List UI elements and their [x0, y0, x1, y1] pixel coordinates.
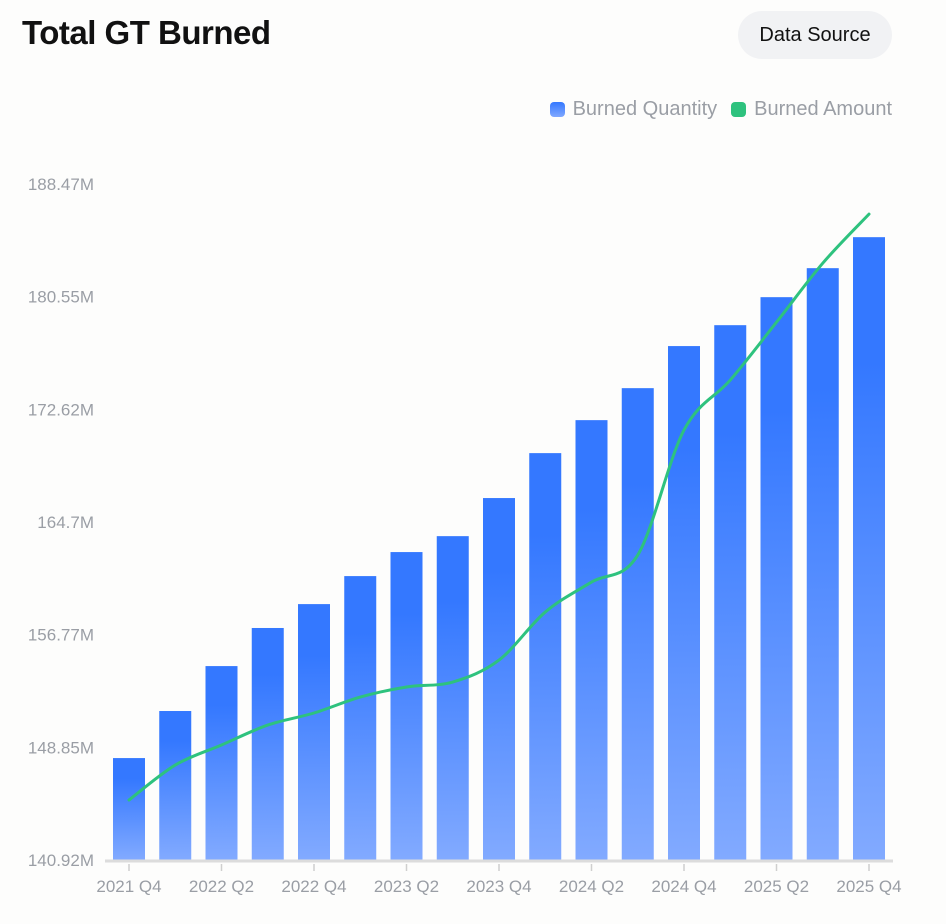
- bar: [251, 627, 284, 860]
- bar: [760, 297, 793, 860]
- x-tick-label: 2024 Q4: [651, 877, 716, 896]
- data-source-button[interactable]: Data Source: [738, 11, 892, 59]
- y-tick-label: 140.92M: [28, 851, 94, 870]
- y-tick-label: 188.47M: [28, 175, 94, 194]
- legend-swatch-quantity: [549, 102, 565, 117]
- x-tick-label: 2024 Q2: [559, 877, 624, 896]
- x-tick-label: 2023 Q2: [374, 877, 439, 896]
- bar: [853, 237, 885, 860]
- bar: [806, 268, 839, 860]
- x-tick-label: 2023 Q4: [466, 877, 531, 896]
- y-tick-label: 164.7M: [37, 513, 94, 532]
- y-tick-label: 172.62M: [28, 400, 94, 419]
- bar: [621, 388, 654, 860]
- x-tick-label: 2022 Q4: [281, 877, 346, 896]
- x-tick-label: 2025 Q2: [744, 877, 809, 896]
- bar: [483, 498, 515, 860]
- bar: [159, 711, 192, 860]
- legend-label: Burned Quantity: [572, 98, 718, 120]
- bar: [668, 346, 700, 860]
- bar: [113, 758, 145, 860]
- bar: [575, 420, 608, 860]
- bar: [298, 604, 330, 860]
- bar: [390, 552, 423, 860]
- bar: [714, 325, 747, 860]
- legend-label: Burned Amount: [754, 98, 892, 120]
- x-tick-label: 2025 Q4: [836, 877, 901, 896]
- y-tick-label: 148.85M: [28, 738, 94, 757]
- legend-item-quantity[interactable]: Burned Quantity: [549, 98, 718, 121]
- bar: [436, 536, 469, 860]
- bar: [529, 453, 562, 860]
- page-title: Total GT Burned: [22, 14, 271, 51]
- y-tick-label: 180.55M: [28, 288, 94, 307]
- x-tick-label: 2022 Q2: [189, 877, 254, 896]
- x-tick-label: 2021 Q4: [96, 877, 161, 896]
- line-series-burned-amount: [127, 212, 871, 802]
- legend-item-amount[interactable]: Burned Amount: [731, 98, 892, 121]
- legend: Burned Quantity Burned Amount: [549, 98, 892, 121]
- bar: [205, 666, 238, 860]
- bar: [344, 576, 377, 860]
- legend-swatch-amount: [731, 102, 747, 117]
- y-tick-label: 156.77M: [28, 626, 94, 645]
